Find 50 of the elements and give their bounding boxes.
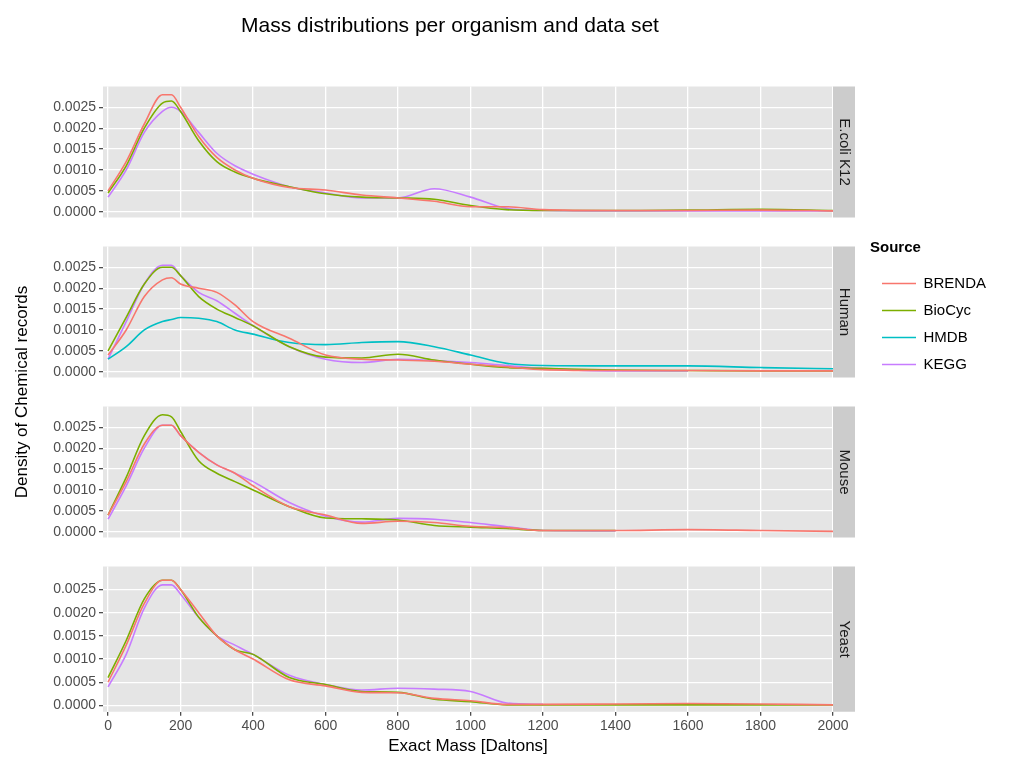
y-tick-label: 0.0025 <box>53 418 97 435</box>
legend-label: KEGG <box>923 354 967 372</box>
text: Human <box>836 287 854 337</box>
y-tick-label: 0.0005 <box>53 673 97 690</box>
y-tick-label: 0.0015 <box>53 626 97 643</box>
x-tick-label: 1800 <box>744 717 777 734</box>
x-tick-label: 600 <box>313 717 338 734</box>
y-tick-label: 0.0020 <box>53 279 97 296</box>
y-tick-label: 0.0020 <box>53 603 97 620</box>
legend-label: BRENDA <box>923 273 987 291</box>
x-tick-label: 200 <box>168 717 193 734</box>
text: Mouse <box>836 449 854 495</box>
x-tick-label: 1200 <box>527 717 559 734</box>
y-tick-label: 0.0000 <box>53 362 97 379</box>
x-tick-label: 0 <box>104 717 113 734</box>
y-tick-label: 0.0010 <box>53 649 97 666</box>
line-series <box>107 579 833 706</box>
x-tick-label: 400 <box>241 717 265 734</box>
text: Mass distributions per organism and data set <box>240 12 660 38</box>
y-tick-label: 0.0025 <box>53 258 97 275</box>
y-tick-label: 0.0000 <box>53 522 97 539</box>
y-tick-label: 0.0010 <box>53 480 97 497</box>
x-tick-label: 800 <box>386 717 410 734</box>
y-tick-label: 0.0005 <box>53 181 97 198</box>
y-axis-title: Density of Chemical records <box>12 285 32 499</box>
y-tick-label: 0.0020 <box>53 439 97 456</box>
x-tick-label: 1600 <box>672 717 704 734</box>
x-tick-label: 2000 <box>817 717 849 734</box>
y-tick-label: 0.0025 <box>53 98 97 115</box>
x-axis-title: Exact Mass [Daltons] <box>388 736 548 756</box>
x-tick-label: 1000 <box>454 717 487 734</box>
y-tick-label: 0.0025 <box>53 580 97 597</box>
y-tick-label: 0.0020 <box>53 119 97 136</box>
text: E.coli K12 <box>836 118 854 186</box>
y-tick-label: 0.0005 <box>53 341 97 358</box>
line-series <box>107 316 833 370</box>
y-tick-label: 0.0015 <box>53 139 97 156</box>
y-tick-label: 0.0010 <box>53 320 97 337</box>
legend-title: Source <box>870 237 921 255</box>
x-tick-label: 1400 <box>599 717 632 734</box>
y-tick-label: 0.0005 <box>53 501 97 518</box>
y-tick-label: 0.0010 <box>53 160 97 177</box>
y-tick-label: 0.0000 <box>53 696 97 713</box>
legend-label: BioCyc <box>923 300 972 318</box>
y-tick-label: 0.0000 <box>53 202 97 219</box>
line-series <box>107 424 833 533</box>
y-tick-label: 0.0015 <box>53 459 97 476</box>
text: Yeast <box>836 620 854 659</box>
y-tick-label: 0.0015 <box>53 299 97 316</box>
legend-label: HMDB <box>923 327 968 345</box>
